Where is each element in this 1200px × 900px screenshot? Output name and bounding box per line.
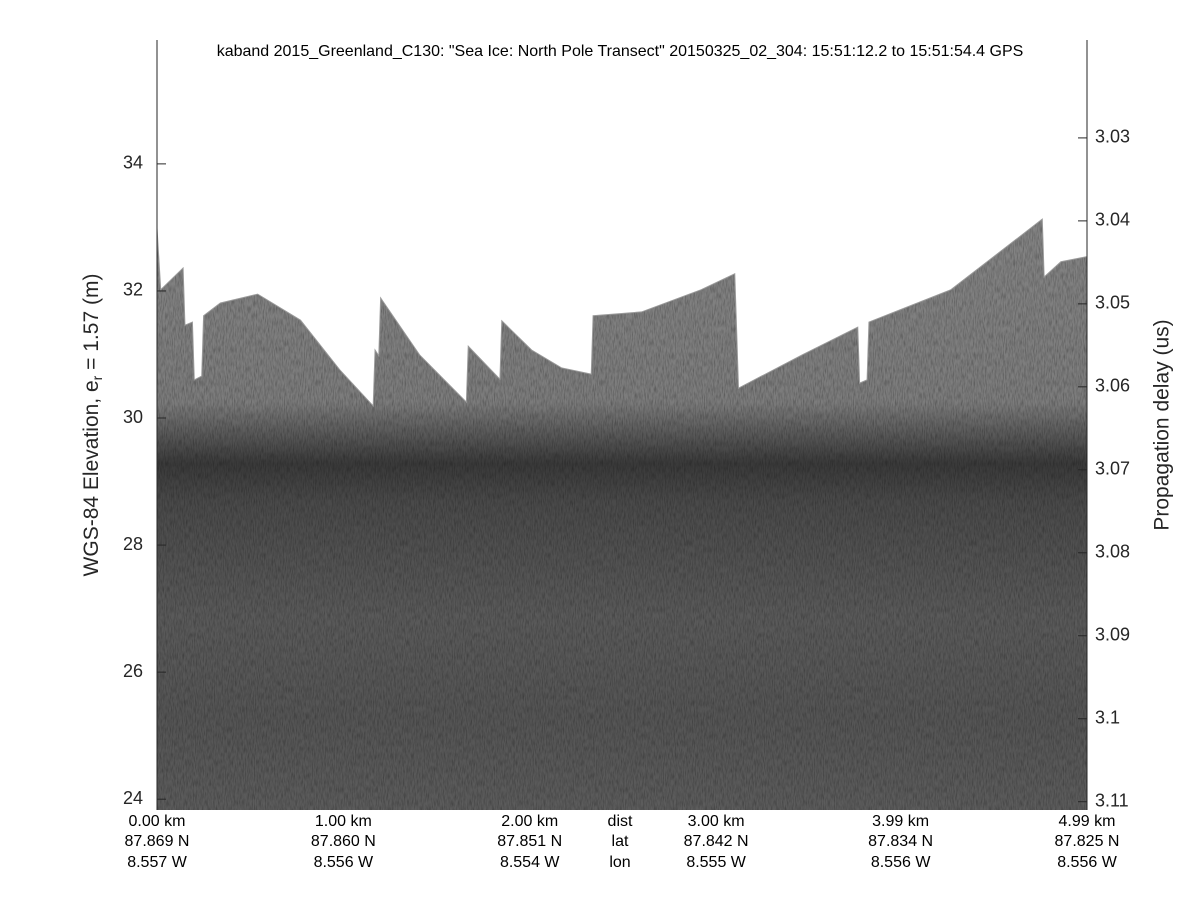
y-axis-label: WGS-84 Elevation, er = 1.57 (m) (80, 274, 105, 577)
y-label-end: = 1.57 (m) (80, 274, 103, 376)
lon-label: 8.556 W (871, 854, 931, 871)
y-tick-label: 28 (123, 534, 143, 554)
x-tick-label: 3.99 km (872, 813, 929, 830)
row-label: lon (609, 854, 630, 871)
x-tick-label: 1.00 km (315, 813, 372, 830)
x-tick-label: 0.00 km (129, 813, 186, 830)
lat-label: 87.834 N (868, 833, 933, 850)
lon-label: 8.557 W (127, 854, 187, 871)
y2-tick-label: 3.04 (1095, 210, 1130, 230)
lat-label: 87.825 N (1055, 833, 1120, 850)
x-tick-label: 3.00 km (688, 813, 745, 830)
lat-label: 87.851 N (497, 833, 562, 850)
y-label-sub: r (89, 375, 105, 380)
lat-label: 87.860 N (311, 833, 376, 850)
y2-tick-label: 3.03 (1095, 127, 1130, 147)
y2-tick-label: 3.08 (1095, 542, 1130, 562)
lon-label: 8.555 W (686, 854, 746, 871)
y2-tick-label: 3.09 (1095, 625, 1130, 645)
lat-label: 87.842 N (684, 833, 749, 850)
y2-axis-label: Propagation delay (us) (1151, 319, 1174, 530)
chart-title: kaband 2015_Greenland_C130: "Sea Ice: No… (217, 43, 1024, 60)
y-label-text: WGS-84 Elevation, e (80, 380, 103, 576)
y-tick-label: 32 (123, 280, 143, 300)
row-label: lat (612, 833, 629, 850)
lon-label: 8.556 W (1057, 854, 1117, 871)
echogram-image (157, 40, 1087, 810)
x-tick-label: 4.99 km (1059, 813, 1116, 830)
x-tick-label: 2.00 km (501, 813, 558, 830)
y2-tick-label: 3.1 (1095, 707, 1120, 727)
data-top-edge (157, 218, 1087, 408)
y2-tick-label: 3.05 (1095, 293, 1130, 313)
row-label: dist (608, 813, 633, 830)
lat-label: 87.869 N (125, 833, 190, 850)
no-data-area (157, 40, 1087, 406)
lon-label: 8.556 W (314, 854, 374, 871)
y-tick-label: 26 (123, 661, 143, 681)
y2-tick-label: 3.06 (1095, 376, 1130, 396)
y2-tick-label: 3.11 (1095, 790, 1129, 810)
y-tick-label: 34 (123, 153, 143, 173)
lon-label: 8.554 W (500, 854, 560, 871)
y-tick-label: 30 (123, 407, 143, 427)
y-tick-label: 24 (123, 788, 143, 808)
marks (157, 40, 1087, 408)
y2-tick-label: 3.07 (1095, 459, 1130, 479)
